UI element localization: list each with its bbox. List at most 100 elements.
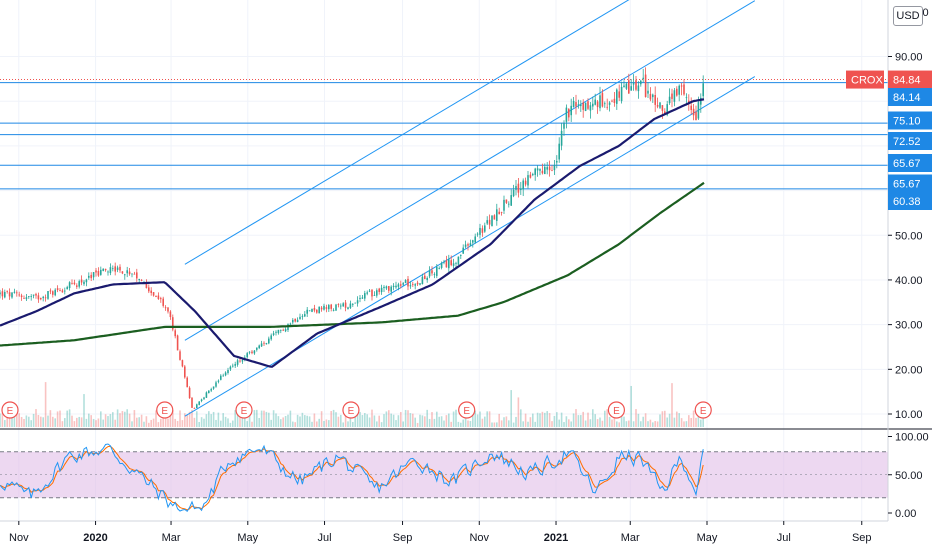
- candle-body: [664, 111, 666, 115]
- volume-bar: [42, 417, 44, 427]
- volume-bar: [270, 419, 272, 427]
- y-tick-label: 20.00: [895, 364, 923, 376]
- candle-body: [208, 390, 210, 394]
- volume-bar: [0, 413, 1, 427]
- candle-body: [496, 209, 498, 221]
- candle-body: [198, 401, 200, 405]
- volume-bar: [640, 421, 642, 427]
- candle-body: [510, 195, 512, 206]
- volume-bar: [11, 417, 13, 427]
- osc-y-tick-label: 100.00: [895, 432, 929, 444]
- volume-bar: [112, 412, 114, 427]
- candle-body: [385, 286, 388, 289]
- stoch-d-line: [0, 445, 704, 511]
- candle-body: [592, 103, 594, 107]
- volume-bar: [104, 414, 107, 427]
- candle-body: [253, 350, 256, 354]
- volume-bar: [594, 414, 596, 427]
- candle-body: [541, 170, 544, 174]
- candle-body: [73, 282, 76, 285]
- volume-bar: [479, 411, 481, 427]
- volume-bar: [349, 413, 352, 427]
- volume-bar: [493, 422, 496, 427]
- candle-body: [599, 95, 601, 109]
- volume-bar: [419, 414, 421, 427]
- volume-bar: [184, 413, 186, 427]
- volume-bar: [373, 415, 376, 427]
- volume-bar: [500, 420, 503, 427]
- volume-bar: [409, 413, 412, 427]
- candle-body: [373, 295, 376, 297]
- candle-body: [575, 102, 577, 107]
- candle-body: [90, 274, 92, 279]
- volume-bar: [608, 416, 611, 427]
- volume-bar: [172, 410, 174, 427]
- x-tick-label: May: [697, 532, 718, 544]
- volume-bar: [452, 411, 455, 427]
- currency-button[interactable]: USD: [893, 6, 923, 26]
- volume-bar: [457, 421, 460, 427]
- volume-bar: [188, 411, 191, 427]
- volume-bar: [618, 422, 620, 427]
- volume-bar: [282, 417, 284, 427]
- volume-bar: [488, 411, 491, 427]
- earnings-label: E: [7, 406, 14, 417]
- volume-bar: [150, 419, 152, 427]
- candle-body: [376, 290, 378, 296]
- volume-bar: [85, 418, 88, 427]
- candle-body: [601, 93, 604, 107]
- volume-bar: [426, 409, 428, 427]
- volume-bar: [668, 413, 671, 427]
- candle-body: [697, 102, 700, 119]
- volume-bar: [251, 421, 253, 427]
- volume-bar: [157, 422, 160, 427]
- volume-bar: [498, 413, 500, 427]
- volume-bar: [388, 410, 390, 427]
- sma-short-line: [0, 98, 705, 368]
- volume-bar: [232, 420, 234, 427]
- candle-body: [536, 168, 539, 171]
- volume-bar: [539, 413, 541, 427]
- candle-body: [594, 99, 596, 105]
- volume-bar: [227, 418, 229, 427]
- volume-bar: [260, 410, 263, 427]
- volume-bar: [628, 420, 630, 427]
- volume-bar: [359, 411, 361, 427]
- candle-body: [498, 211, 500, 215]
- volume-bar: [632, 421, 635, 427]
- volume-bar: [59, 410, 61, 427]
- candle-body: [445, 260, 448, 268]
- volume-bar: [37, 414, 40, 427]
- volume-bar: [196, 411, 198, 427]
- volume-bar: [445, 415, 448, 427]
- volume-bar: [323, 420, 325, 427]
- candle-body: [534, 168, 536, 175]
- candle-body: [395, 285, 397, 288]
- candle-body: [404, 280, 407, 284]
- volume-bar: [604, 410, 606, 427]
- candle-body: [248, 351, 251, 353]
- volume-bar: [272, 410, 275, 427]
- volume-bar: [510, 390, 512, 427]
- volume-bar: [335, 412, 337, 427]
- volume-bar: [356, 409, 359, 427]
- volume-bar: [690, 417, 692, 427]
- candle-body: [371, 289, 373, 297]
- volume-bar: [560, 412, 563, 427]
- earnings-label: E: [348, 406, 355, 417]
- volume-bar: [700, 419, 702, 427]
- candle-body: [556, 160, 558, 163]
- volume-bar: [491, 422, 493, 427]
- candle-body: [565, 107, 568, 122]
- volume-bar: [318, 418, 320, 427]
- volume-bar: [68, 409, 71, 427]
- candle-body: [400, 284, 402, 286]
- volume-bar: [450, 421, 452, 427]
- volume-bar: [47, 415, 49, 427]
- channel-lower: [184, 76, 756, 417]
- volume-bar: [316, 421, 318, 427]
- candle-body: [524, 180, 527, 185]
- volume-bar: [292, 421, 294, 427]
- candle-body: [301, 315, 304, 317]
